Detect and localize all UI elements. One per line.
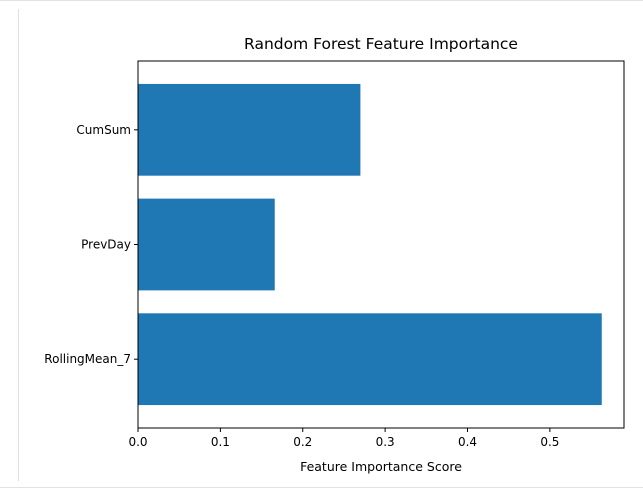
chart-title: Random Forest Feature Importance bbox=[244, 35, 518, 53]
x-tick-label: 0.4 bbox=[458, 435, 477, 449]
bars-layer bbox=[138, 83, 602, 406]
bar-cumsum bbox=[138, 83, 361, 176]
bar-rollingmean-7 bbox=[138, 313, 602, 406]
x-tick-label: 0.2 bbox=[293, 435, 312, 449]
y-tick-label-cumsum: CumSum bbox=[76, 123, 131, 137]
y-tick-label-prevday: PrevDay bbox=[81, 238, 131, 252]
y-tick-label-rollingmean-7: RollingMean_7 bbox=[44, 352, 131, 366]
x-tick-label: 0.3 bbox=[376, 435, 395, 449]
x-tick-label: 0.5 bbox=[540, 435, 559, 449]
output-left-rule bbox=[18, 9, 19, 481]
x-tick-label: 0.0 bbox=[128, 435, 147, 449]
x-tick-layer: 0.0 0.1 0.2 0.3 0.4 0.5 bbox=[128, 428, 559, 449]
bar-prevday bbox=[138, 198, 275, 291]
plot-area-frame bbox=[137, 60, 625, 429]
y-tick-layer: RollingMean_7 PrevDay CumSum bbox=[44, 123, 138, 366]
x-tick-label: 0.1 bbox=[211, 435, 230, 449]
x-axis-label: Feature Importance Score bbox=[300, 459, 462, 474]
